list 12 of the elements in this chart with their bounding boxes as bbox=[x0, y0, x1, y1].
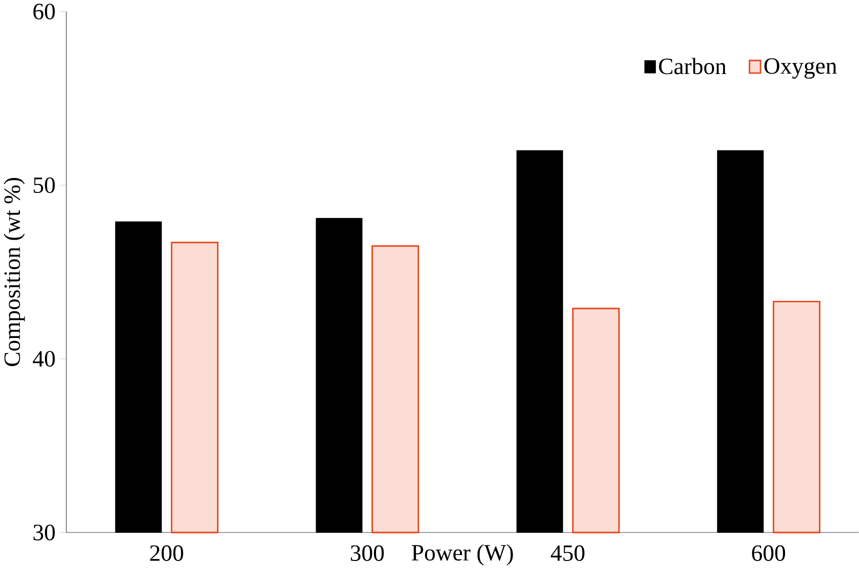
x-tick-label: 600 bbox=[752, 545, 786, 561]
y-tick-label: 30 bbox=[34, 524, 55, 540]
x-tick-label: 200 bbox=[150, 545, 184, 561]
x-axis-title: Power (W) bbox=[412, 544, 513, 566]
y-tick-label: 60 bbox=[33, 4, 55, 20]
y-tick-label: 50 bbox=[34, 177, 55, 194]
y-axis-title: Composition (wt %) bbox=[4, 178, 25, 366]
legend-label: Oxygen bbox=[764, 58, 837, 79]
x-tick-label: 300 bbox=[350, 545, 384, 561]
legend-label: Carbon bbox=[659, 58, 726, 74]
y-tick-label: 40 bbox=[32, 351, 55, 367]
x-tick-label: 450 bbox=[550, 545, 584, 561]
